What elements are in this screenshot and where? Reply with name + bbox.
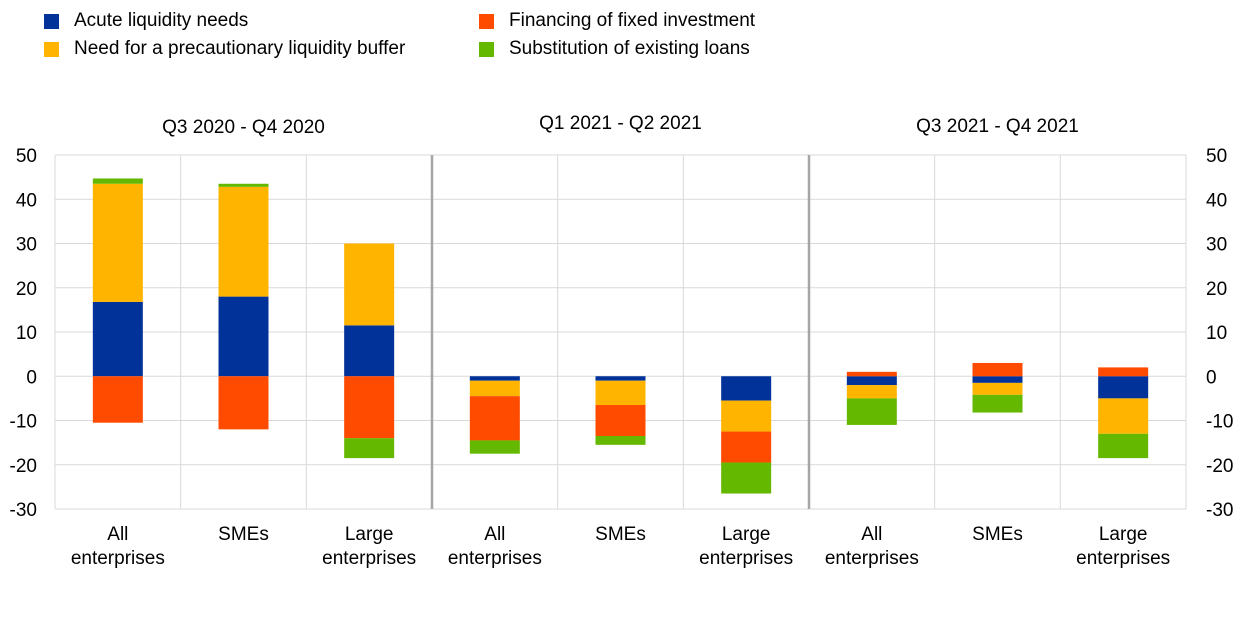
- x-tick-label: enterprises: [448, 548, 542, 569]
- bar-segment-acute-liquidity-needs: [721, 376, 772, 401]
- bar-segment-acute-liquidity-needs: [92, 301, 143, 377]
- y-tick-label-right: 40: [1206, 190, 1227, 211]
- bar-segment-substitution-of-existing-loans: [595, 435, 646, 445]
- period-label: Q1 2021 - Q2 2021: [539, 113, 702, 134]
- bar-segment-financing-of-fixed-investment: [846, 371, 897, 377]
- legend-item-substitution-loans: Substitution of existing loans: [479, 38, 750, 60]
- bar-segment-acute-liquidity-needs: [469, 376, 520, 381]
- y-tick-label-right: 0: [1206, 367, 1217, 388]
- y-tick-label-right: -20: [1206, 456, 1233, 477]
- y-tick-label-left: -30: [10, 500, 37, 521]
- bar-segment-substitution-of-existing-loans: [469, 440, 520, 454]
- x-axis-labels: All enterprises SMEs Large enterprises All ent…: [71, 524, 1170, 569]
- period-label: Q3 2020 - Q4 2020: [162, 117, 325, 138]
- bar-segment-financing-of-fixed-investment: [344, 376, 395, 439]
- y-tick-label-right: 50: [1206, 146, 1227, 167]
- y-tick-label-left: -20: [10, 456, 37, 477]
- bar-segment-financing-of-fixed-investment: [92, 376, 143, 423]
- bar-segment-financing-of-fixed-investment: [595, 405, 646, 436]
- bar-segment-need-for-a-precautionary-liquidity-buffer: [344, 243, 395, 326]
- x-tick-label: Large: [345, 524, 394, 545]
- bar-segment-need-for-a-precautionary-liquidity-buffer: [721, 400, 772, 432]
- x-tick-label: SMEs: [972, 524, 1023, 545]
- bar-segment-need-for-a-precautionary-liquidity-buffer: [972, 382, 1023, 395]
- legend-label: Need for a precautionary liquidity buffe…: [74, 38, 406, 59]
- bar-segment-acute-liquidity-needs: [1098, 376, 1149, 399]
- x-tick-label: enterprises: [1076, 548, 1170, 569]
- y-tick-label-left: 50: [16, 146, 37, 167]
- legend-swatch: [44, 13, 59, 29]
- bar-segment-need-for-a-precautionary-liquidity-buffer: [1098, 398, 1149, 434]
- y-tick-label-right: -10: [1206, 412, 1233, 433]
- legend-item-acute-liquidity: Acute liquidity needs: [44, 10, 248, 32]
- bar-segment-need-for-a-precautionary-liquidity-buffer: [595, 380, 646, 406]
- y-tick-label-left: 30: [16, 235, 37, 256]
- x-tick-label: Large: [1099, 524, 1148, 545]
- y-tick-label-left: -10: [10, 412, 37, 433]
- bar-segment-need-for-a-precautionary-liquidity-buffer: [469, 380, 520, 397]
- y-tick-label-right: 30: [1206, 235, 1227, 256]
- x-tick-label: SMEs: [595, 524, 646, 545]
- bar-segment-need-for-a-precautionary-liquidity-buffer: [92, 183, 143, 302]
- bar-segment-need-for-a-precautionary-liquidity-buffer: [846, 385, 897, 399]
- x-tick-label: enterprises: [71, 548, 165, 569]
- legend: Acute liquidity needs Need for a precaut…: [0, 6, 1240, 66]
- bar-segment-acute-liquidity-needs: [218, 296, 269, 377]
- legend-item-fixed-investment: Financing of fixed investment: [479, 10, 755, 32]
- legend-swatch: [44, 41, 59, 57]
- period-labels: Q3 2020 - Q4 2020 Q1 2021 - Q2 2021 Q3 202…: [162, 113, 1079, 138]
- bar-segment-acute-liquidity-needs: [972, 376, 1023, 383]
- legend-swatch: [479, 13, 494, 29]
- x-tick-label: enterprises: [322, 548, 416, 569]
- bar-segment-substitution-of-existing-loans: [344, 438, 395, 459]
- period-label: Q3 2021 - Q4 2021: [916, 116, 1079, 137]
- legend-label: Acute liquidity needs: [74, 10, 249, 31]
- bar-segment-need-for-a-precautionary-liquidity-buffer: [218, 186, 269, 297]
- bar-segment-financing-of-fixed-investment: [721, 431, 772, 463]
- bar-segment-acute-liquidity-needs: [595, 376, 646, 381]
- bar-segment-substitution-of-existing-loans: [218, 183, 269, 187]
- legend-item-precautionary-buffer: Need for a precautionary liquidity buffe…: [44, 38, 405, 60]
- y-tick-label-left: 10: [16, 323, 37, 344]
- legend-label: Substitution of existing loans: [509, 38, 750, 59]
- y-tick-label-left: 0: [26, 367, 37, 388]
- y-tick-label-left: 40: [16, 190, 37, 211]
- y-tick-label-left: 20: [16, 279, 37, 300]
- bar-segment-financing-of-fixed-investment: [972, 362, 1023, 377]
- y-tick-label-right: -30: [1206, 500, 1233, 521]
- legend-swatch: [479, 41, 494, 57]
- legend-label: Financing of fixed investment: [509, 10, 756, 31]
- x-tick-label: Large: [722, 524, 771, 545]
- x-tick-label: SMEs: [218, 524, 269, 545]
- y-tick-label-right: 20: [1206, 279, 1227, 300]
- bar-segment-substitution-of-existing-loans: [1098, 433, 1149, 459]
- y-tick-label-right: 10: [1206, 323, 1227, 344]
- bar-segment-substitution-of-existing-loans: [721, 462, 772, 494]
- bar-segment-substitution-of-existing-loans: [92, 178, 143, 184]
- bar-segment-financing-of-fixed-investment: [1098, 367, 1149, 377]
- bar-segment-substitution-of-existing-loans: [846, 398, 897, 425]
- x-tick-label: All: [107, 524, 128, 545]
- bar-segment-acute-liquidity-needs: [344, 325, 395, 377]
- bar-segment-substitution-of-existing-loans: [972, 394, 1023, 413]
- bar-segment-financing-of-fixed-investment: [469, 396, 520, 441]
- bars: [92, 178, 1149, 494]
- bar-segment-financing-of-fixed-investment: [218, 376, 269, 430]
- x-tick-label: enterprises: [699, 548, 793, 569]
- x-tick-label: enterprises: [825, 548, 919, 569]
- x-tick-label: All: [861, 524, 882, 545]
- x-tick-label: All: [484, 524, 505, 545]
- bar-segment-acute-liquidity-needs: [846, 376, 897, 386]
- y-axis-left: -30 -20 -10 0 10 20 30 40 50: [10, 146, 37, 521]
- y-axis-right: -30 -20 -10 0 10 20 30 40 50: [1206, 146, 1233, 521]
